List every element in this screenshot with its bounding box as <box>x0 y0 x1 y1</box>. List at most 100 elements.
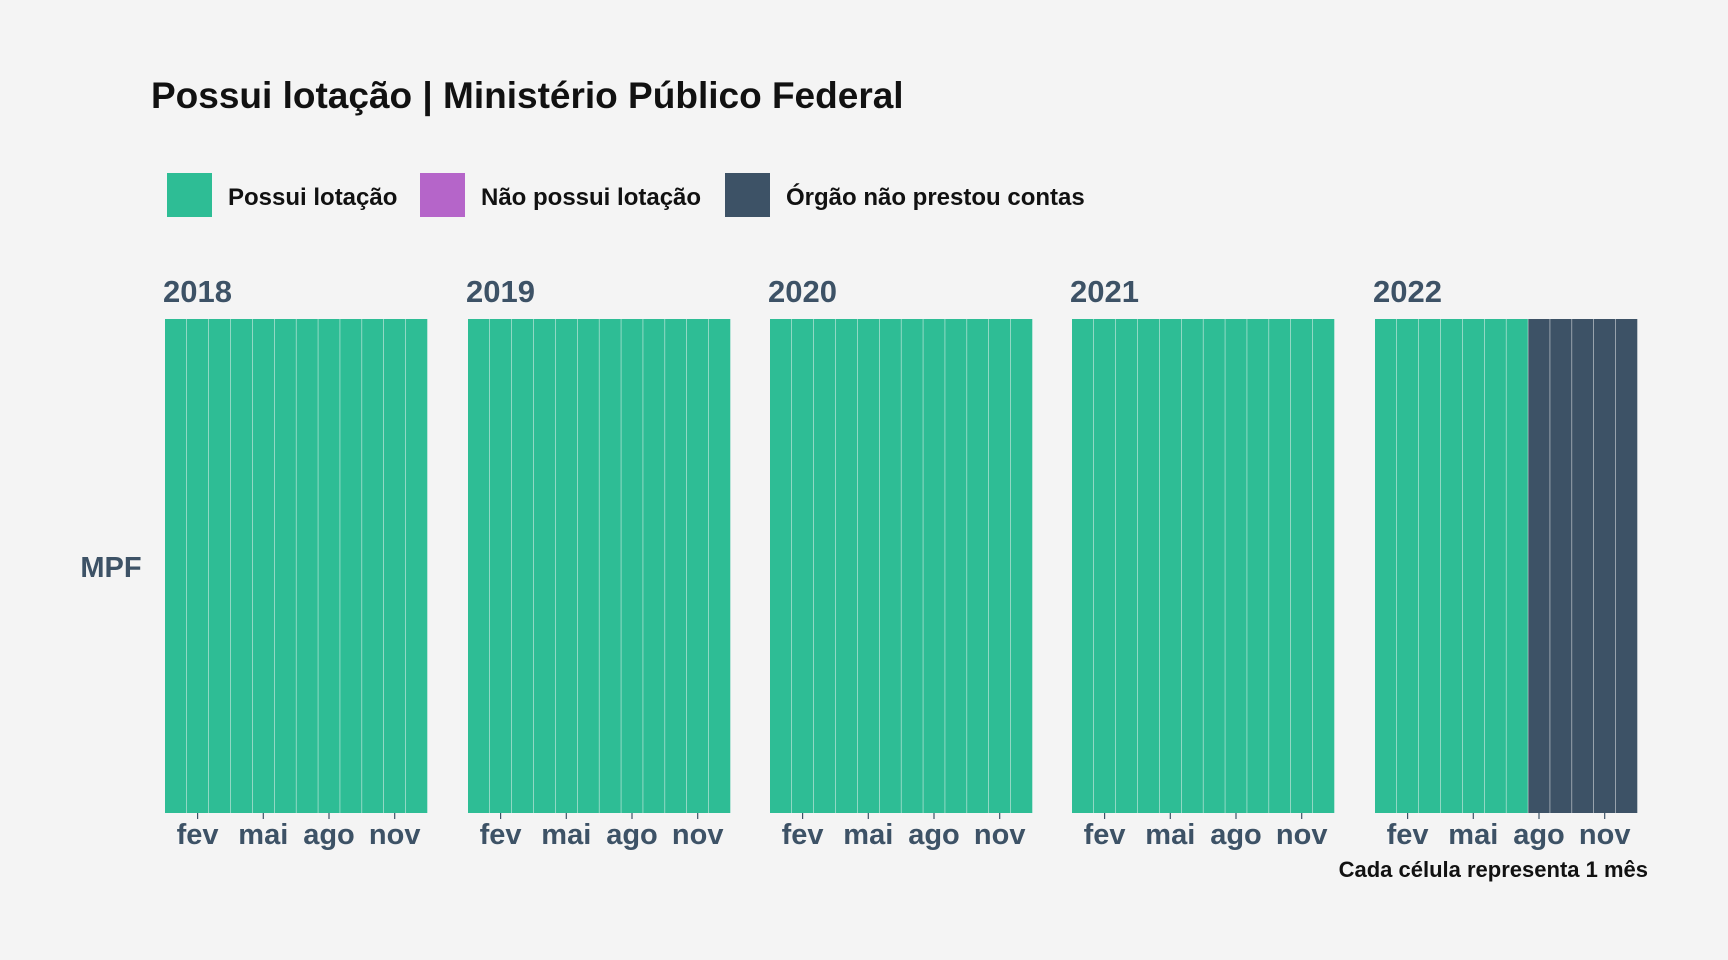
x-tick-label-fev: fev <box>1387 819 1429 851</box>
cell-2020-m5 <box>857 319 879 813</box>
cell-2018-m2 <box>186 319 209 813</box>
chart-title: Possui lotação | Ministério Público Fede… <box>151 75 904 117</box>
x-tick-label-nov: nov <box>672 819 724 851</box>
facet-year-label: 2018 <box>163 274 232 309</box>
x-tick-label-ago: ago <box>303 819 355 851</box>
x-tick-label-fev: fev <box>177 819 219 851</box>
cell-2021-m3 <box>1115 319 1138 813</box>
cell-2020-m12 <box>1010 319 1033 813</box>
cell-2020-m11 <box>989 319 1011 813</box>
cell-2021-m9 <box>1247 319 1269 813</box>
cell-2019-m1 <box>468 319 490 813</box>
cell-2021-m1 <box>1072 319 1094 813</box>
legend-label-nao_possui: Não possui lotação <box>481 184 701 211</box>
cell-2018-m6 <box>274 319 296 813</box>
cell-2020-m9 <box>945 319 967 813</box>
x-tick-label-mai: mai <box>238 819 288 851</box>
cell-2020-m3 <box>813 319 836 813</box>
row-label: MPF <box>80 552 141 584</box>
cell-2022-m12 <box>1615 319 1638 813</box>
cell-2018-m9 <box>340 319 362 813</box>
x-tick-label-fev: fev <box>782 819 824 851</box>
facet-2019: 2019 fev mai ago nov <box>466 274 731 851</box>
facet-2022: 2022 fev mai ago nov <box>1373 274 1638 851</box>
cell-2021-m4 <box>1137 319 1160 813</box>
cell-2022-m4 <box>1440 319 1463 813</box>
cell-2019-m9 <box>643 319 665 813</box>
legend-swatch-possui <box>167 173 212 217</box>
cell-2022-m9 <box>1550 319 1572 813</box>
legend-swatch-nao_possui <box>420 173 465 217</box>
facet-2021: 2021 fev mai ago nov <box>1070 274 1335 851</box>
x-tick-label-nov: nov <box>369 819 421 851</box>
x-tick-label-fev: fev <box>1084 819 1126 851</box>
x-tick-label-ago: ago <box>606 819 658 851</box>
cell-2019-m12 <box>708 319 731 813</box>
x-tick-label-mai: mai <box>541 819 591 851</box>
cell-2019-m6 <box>577 319 599 813</box>
facet-year-label: 2021 <box>1070 274 1139 309</box>
cell-2022-m7 <box>1506 319 1528 813</box>
facet-year-label: 2019 <box>466 274 535 309</box>
legend-label-nao_prestou: Órgão não prestou contas <box>786 183 1085 211</box>
cell-2019-m3 <box>511 319 534 813</box>
cell-2022-m2 <box>1396 319 1419 813</box>
facet-year-label: 2020 <box>768 274 837 309</box>
cell-2021-m8 <box>1225 319 1247 813</box>
cell-2021-m10 <box>1269 319 1291 813</box>
cell-2021-m12 <box>1312 319 1335 813</box>
cell-2020-m7 <box>901 319 923 813</box>
cell-2022-m1 <box>1375 319 1397 813</box>
cell-2018-m1 <box>165 319 187 813</box>
cell-2022-m6 <box>1484 319 1506 813</box>
x-tick-label-nov: nov <box>1276 819 1328 851</box>
x-tick-label-mai: mai <box>1145 819 1195 851</box>
facet-year-label: 2022 <box>1373 274 1442 309</box>
cell-2019-m2 <box>489 319 512 813</box>
cell-2018-m11 <box>384 319 406 813</box>
cell-2018-m3 <box>208 319 231 813</box>
x-tick-label-fev: fev <box>480 819 522 851</box>
cell-2022-m3 <box>1418 319 1441 813</box>
facet-2020: 2020 fev mai ago nov <box>768 274 1033 851</box>
cell-2022-m5 <box>1462 319 1484 813</box>
cell-2019-m4 <box>533 319 556 813</box>
x-tick-label-mai: mai <box>843 819 893 851</box>
cell-2022-m10 <box>1572 319 1594 813</box>
legend-label-possui: Possui lotação <box>228 184 397 211</box>
cell-2018-m4 <box>230 319 253 813</box>
cell-2018-m7 <box>296 319 318 813</box>
cell-2020-m10 <box>967 319 989 813</box>
cell-2021-m7 <box>1203 319 1225 813</box>
cell-2021-m2 <box>1093 319 1116 813</box>
cell-2021-m6 <box>1181 319 1203 813</box>
x-tick-label-nov: nov <box>1579 819 1631 851</box>
cell-2019-m7 <box>599 319 621 813</box>
cell-2018-m8 <box>318 319 340 813</box>
cell-2020-m8 <box>923 319 945 813</box>
cell-2018-m10 <box>362 319 384 813</box>
cell-2019-m11 <box>687 319 709 813</box>
x-tick-label-nov: nov <box>974 819 1026 851</box>
x-tick-label-ago: ago <box>908 819 960 851</box>
cell-2020-m4 <box>835 319 858 813</box>
facet-2018: 2018 fev mai ago nov <box>163 274 428 851</box>
cell-2020-m2 <box>791 319 814 813</box>
x-tick-label-ago: ago <box>1513 819 1565 851</box>
chart-caption: Cada célula representa 1 mês <box>1339 857 1648 882</box>
cell-2021-m11 <box>1291 319 1313 813</box>
cell-2018-m12 <box>405 319 428 813</box>
cell-2020-m6 <box>879 319 901 813</box>
cell-2022-m11 <box>1594 319 1616 813</box>
x-tick-label-mai: mai <box>1448 819 1498 851</box>
cell-2019-m5 <box>555 319 577 813</box>
cell-2019-m8 <box>621 319 643 813</box>
cell-2022-m8 <box>1528 319 1550 813</box>
x-tick-label-ago: ago <box>1210 819 1262 851</box>
cell-2019-m10 <box>665 319 687 813</box>
cell-2018-m5 <box>252 319 274 813</box>
cell-2020-m1 <box>770 319 792 813</box>
